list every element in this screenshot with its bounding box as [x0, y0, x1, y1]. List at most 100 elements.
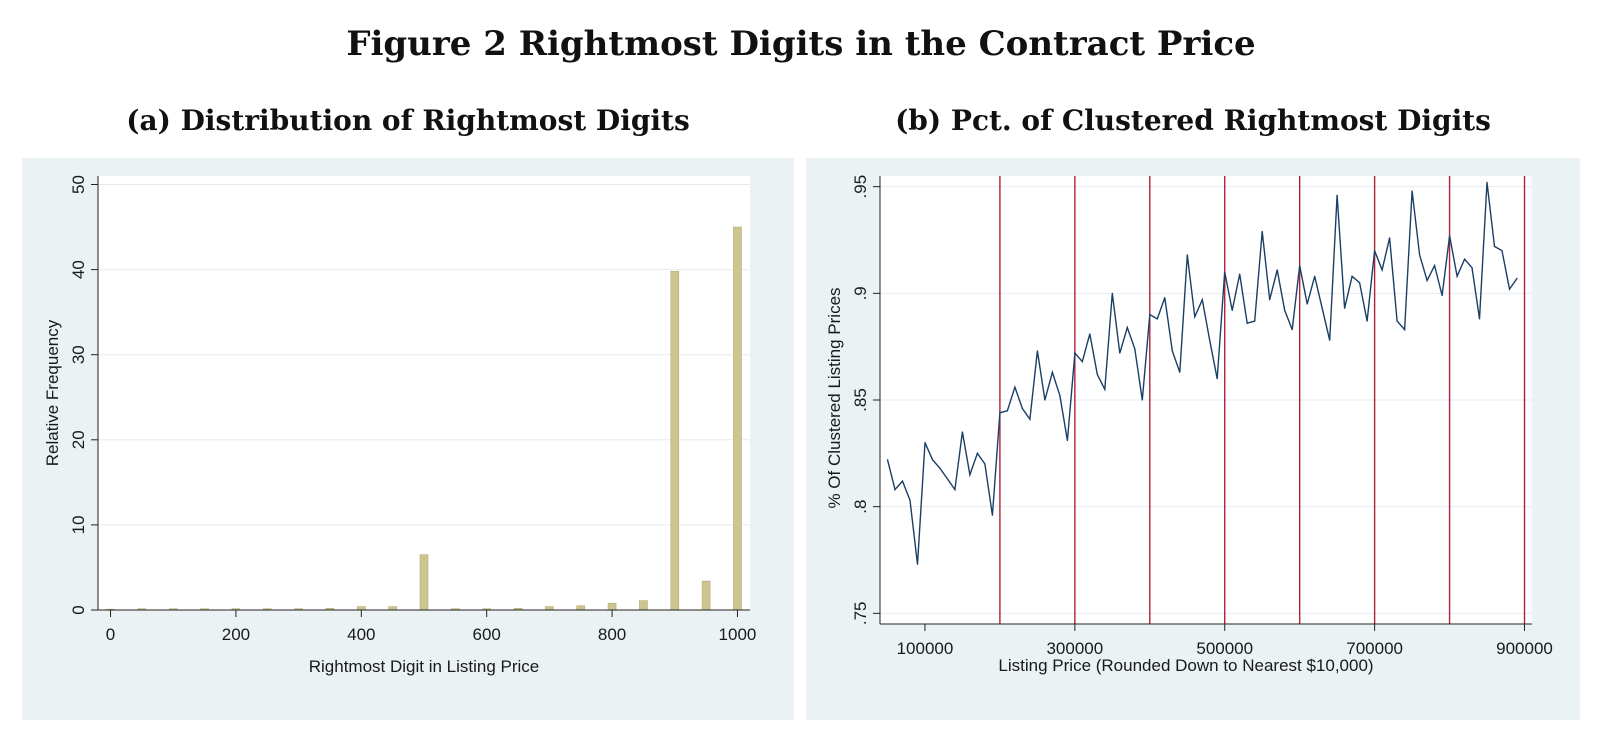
- data-point: [961, 431, 964, 433]
- data-point: [1179, 371, 1181, 373]
- data-point: [1396, 320, 1398, 322]
- data-point: [1036, 350, 1038, 352]
- y-tick-label: .75: [851, 602, 870, 626]
- data-point: [1433, 265, 1436, 267]
- data-point: [1374, 250, 1376, 252]
- panel-a-title: (a) Distribution of Rightmost Digits: [126, 104, 690, 137]
- data-point: [1493, 245, 1496, 247]
- data-point: [1366, 320, 1368, 322]
- y-tick-label: .85: [851, 388, 870, 412]
- bar: [545, 606, 554, 611]
- x-tick-label: 800: [598, 625, 626, 644]
- plot-area: [98, 176, 750, 610]
- data-point: [1209, 339, 1211, 341]
- y-tick-label: .8: [851, 500, 870, 514]
- y-tick-label: 10: [69, 515, 88, 534]
- x-tick-label: 900000: [1496, 639, 1553, 658]
- data-point: [1089, 333, 1091, 335]
- data-point: [969, 474, 971, 476]
- data-point: [901, 480, 904, 482]
- data-point: [1508, 288, 1511, 290]
- bar: [670, 271, 680, 611]
- data-point: [1456, 275, 1458, 277]
- y-tick-label: .95: [851, 175, 870, 199]
- data-point: [1224, 271, 1226, 273]
- data-point: [999, 412, 1001, 414]
- data-point: [1501, 250, 1503, 252]
- x-axis-label: Listing Price (Rounded Down to Nearest $…: [998, 656, 1373, 675]
- data-point: [1329, 339, 1331, 341]
- data-point: [1239, 273, 1241, 275]
- data-point: [1269, 299, 1271, 301]
- data-point: [1044, 399, 1046, 401]
- data-point: [1006, 410, 1009, 412]
- data-point: [1149, 314, 1151, 316]
- bar: [576, 605, 586, 611]
- data-point: [984, 463, 986, 465]
- data-point: [1276, 269, 1278, 271]
- data-point: [1261, 230, 1263, 233]
- data-point: [946, 478, 949, 480]
- panel-b-title: (b) Pct. of Clustered Rightmost Digits: [895, 104, 1491, 137]
- data-point: [1126, 326, 1128, 329]
- y-tick-label: 50: [69, 175, 88, 194]
- data-point: [1096, 373, 1098, 375]
- data-point: [1231, 309, 1233, 311]
- x-tick-label: 500000: [1196, 639, 1253, 658]
- y-tick-label: .9: [851, 286, 870, 300]
- data-point: [1426, 279, 1428, 282]
- data-point: [954, 489, 956, 491]
- y-tick-label: 0: [69, 605, 88, 614]
- bar: [639, 600, 648, 611]
- bar: [701, 580, 711, 611]
- data-point: [1284, 309, 1286, 311]
- data-point: [1141, 399, 1143, 401]
- data-point: [1306, 303, 1308, 305]
- data-point: [1441, 294, 1443, 297]
- data-point: [1021, 407, 1023, 410]
- data-point: [1411, 190, 1413, 192]
- data-point: [1216, 378, 1218, 380]
- bar: [733, 226, 742, 611]
- data-point: [886, 459, 889, 461]
- data-point: [1164, 297, 1166, 299]
- data-point: [1291, 329, 1293, 331]
- data-point: [976, 452, 979, 454]
- y-tick-label: 20: [69, 430, 88, 449]
- data-point: [1186, 254, 1188, 256]
- clustered-line-chart: 100000 300000 500000 700000 900000 .75 .8 .85.…: [825, 175, 1553, 675]
- data-point: [1486, 181, 1488, 183]
- data-point: [1381, 269, 1383, 271]
- data-point: [1081, 361, 1083, 363]
- data-point: [1029, 418, 1031, 420]
- data-point: [894, 489, 896, 491]
- y-tick-label: 30: [69, 345, 88, 364]
- data-point: [931, 459, 934, 461]
- data-point: [1156, 318, 1158, 320]
- data-point: [1389, 237, 1391, 239]
- data-point: [1478, 318, 1481, 320]
- data-point: [1066, 439, 1068, 442]
- data-point: [1134, 348, 1136, 350]
- data-point: [1418, 254, 1421, 256]
- data-point: [991, 514, 994, 516]
- x-tick-label: 100000: [897, 639, 954, 658]
- data-point: [1471, 267, 1473, 269]
- data-point: [1171, 350, 1173, 352]
- data-point: [1321, 307, 1323, 309]
- bar: [419, 554, 429, 611]
- data-point: [1246, 322, 1248, 324]
- data-point: [939, 467, 941, 469]
- data-point: [1314, 275, 1316, 277]
- y-tick-label: 40: [69, 260, 88, 279]
- x-tick-label: 700000: [1346, 639, 1403, 658]
- data-point: [1448, 235, 1451, 237]
- data-point: [1059, 395, 1061, 397]
- data-point: [1351, 275, 1353, 277]
- x-tick-label: 1000: [719, 625, 757, 644]
- y-axis-label: Relative Frequency: [43, 319, 62, 466]
- data-point: [916, 563, 919, 565]
- x-tick-label: 400: [347, 625, 375, 644]
- x-tick-label: 600: [473, 625, 501, 644]
- data-point: [1051, 371, 1053, 373]
